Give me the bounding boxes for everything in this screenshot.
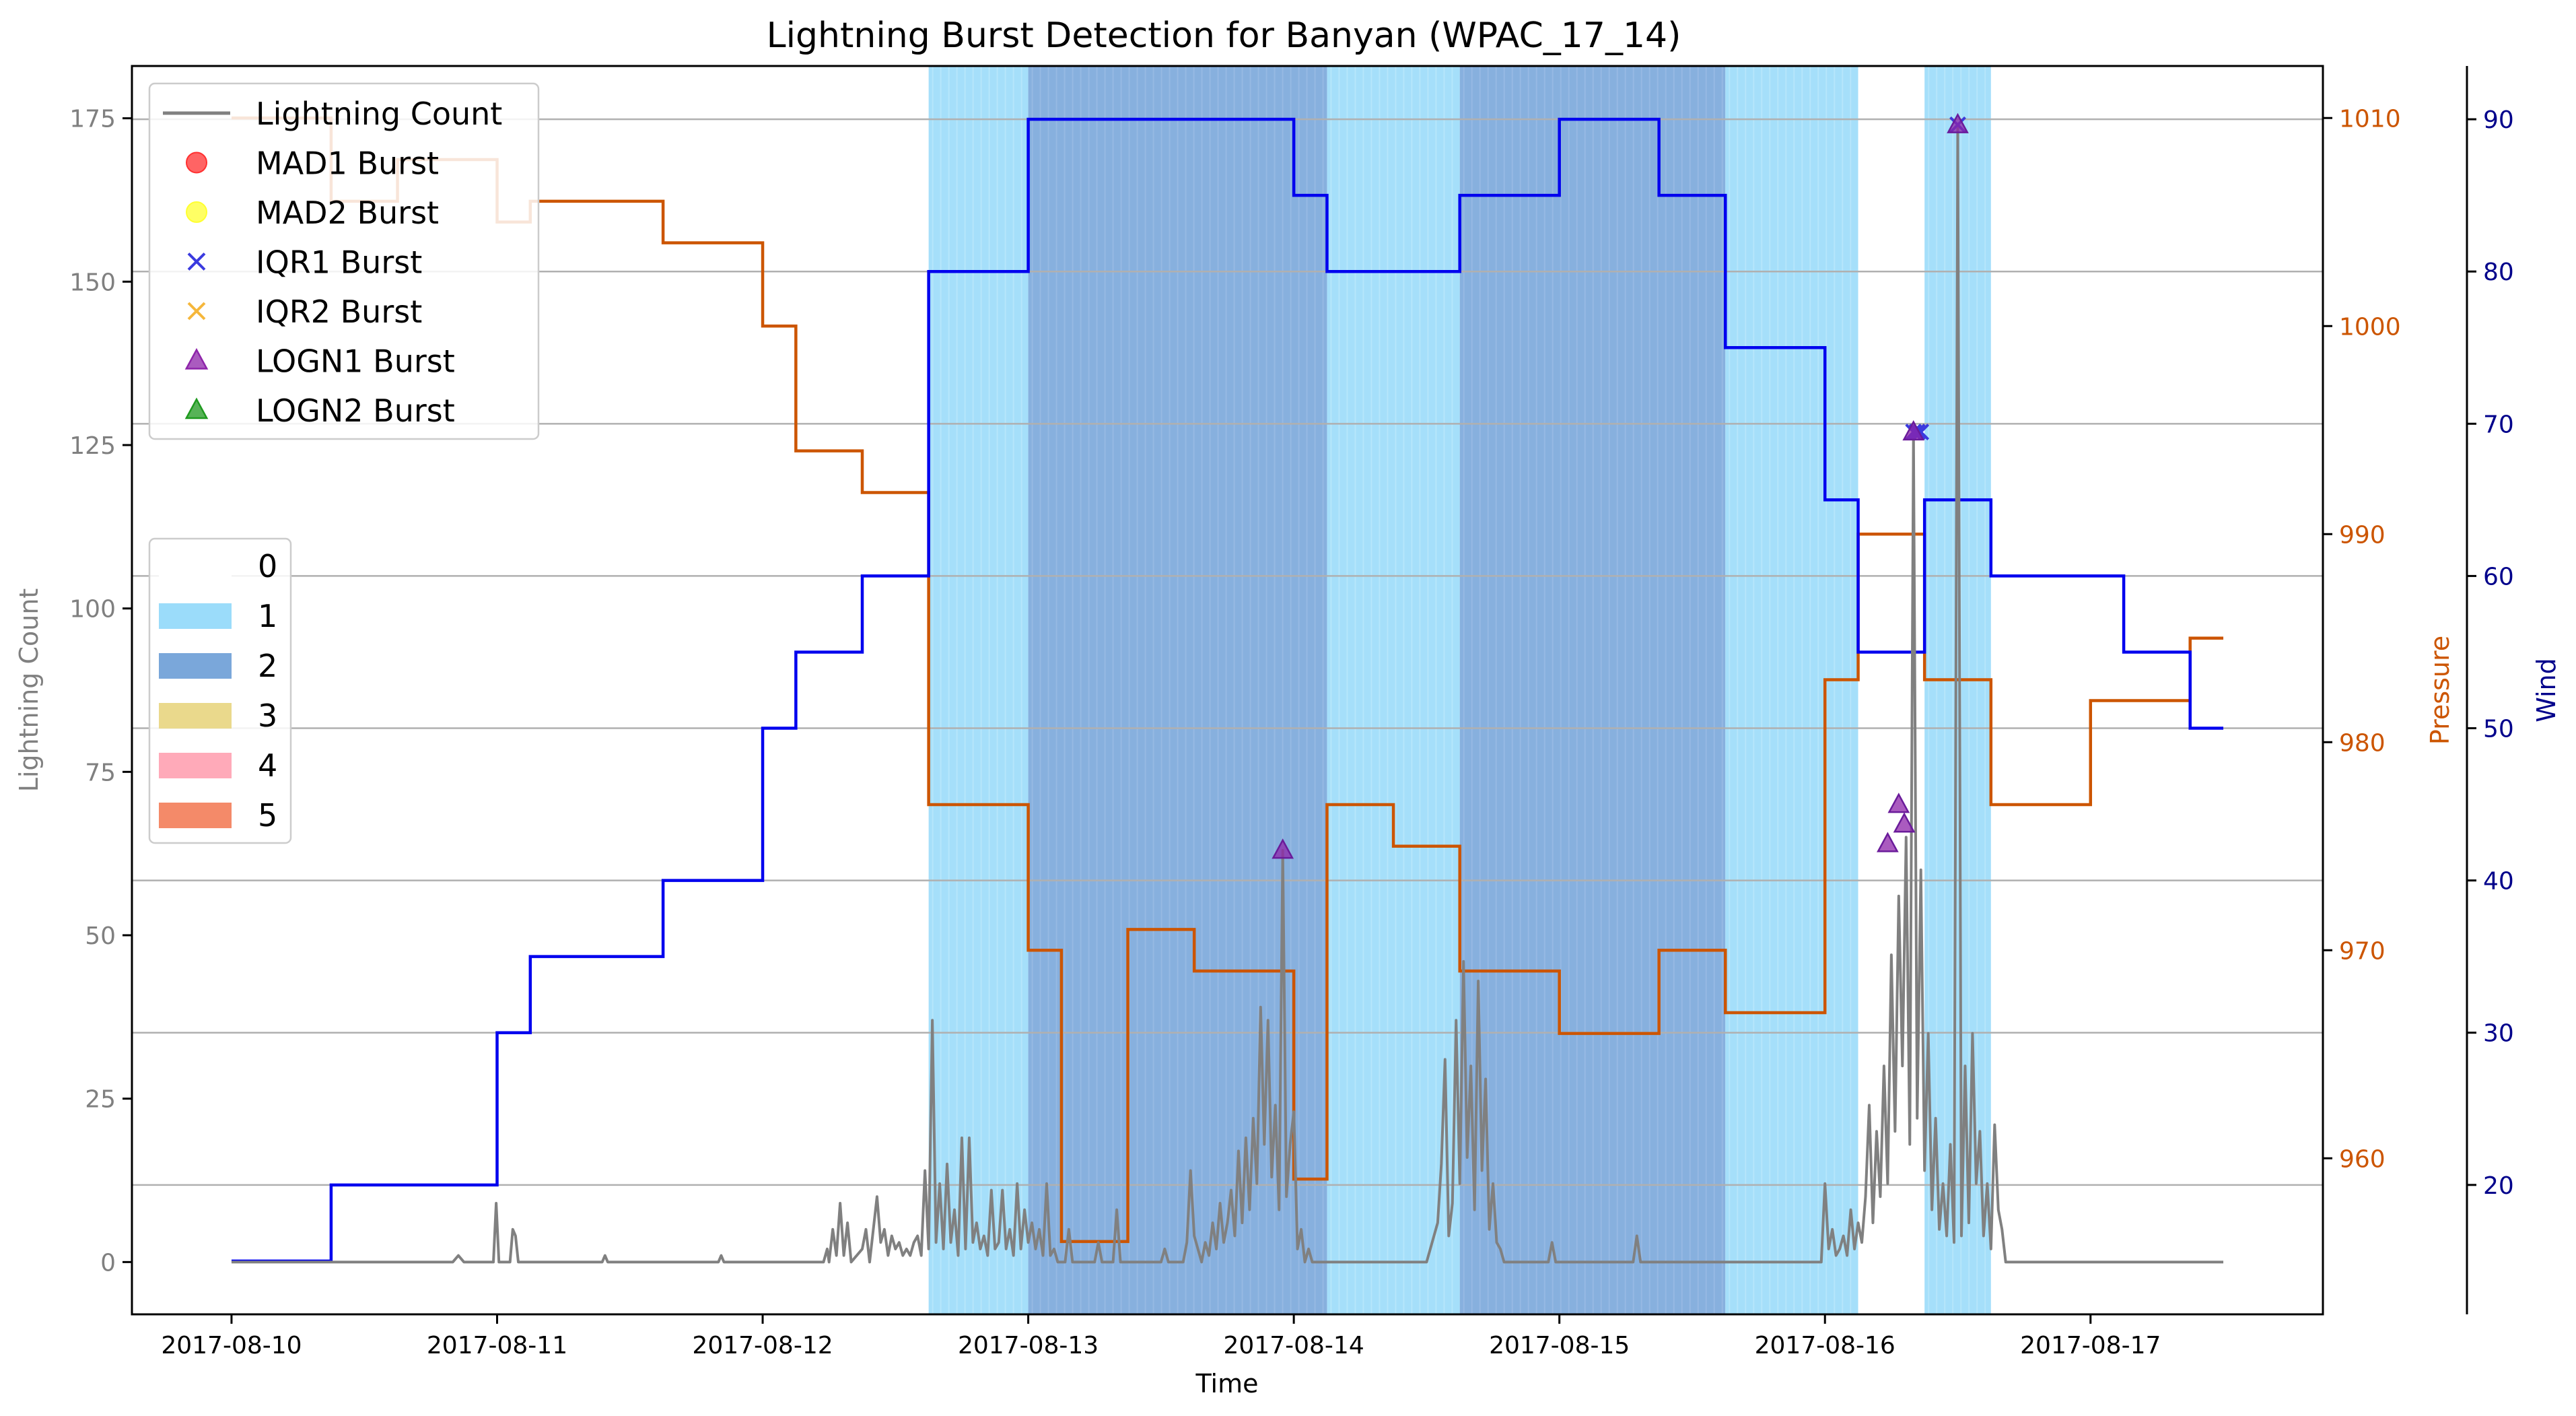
- wind-line: [231, 117, 2224, 1263]
- legend-category-label: 5: [258, 797, 277, 834]
- legend-swatch: [184, 347, 209, 370]
- legend-label: MAD2 Burst: [256, 195, 439, 231]
- legend-bursts: Lightning Count MAD1 Burst MAD2 Burst IQR1 …: [148, 82, 540, 440]
- legend-category-swatch: [159, 653, 232, 679]
- pressure-tick-label: 960: [2339, 1145, 2386, 1173]
- x-tick-label: 2017-08-17: [2020, 1332, 2161, 1359]
- legend-label: MAD1 Burst: [256, 145, 439, 182]
- count-tick-label: 0: [100, 1249, 116, 1277]
- count-tick-label: 25: [85, 1086, 116, 1114]
- legend-category-swatch: [159, 703, 232, 729]
- legend-category-label: 4: [258, 747, 277, 784]
- legend-categories: 0 1 2 3 4 5: [148, 537, 292, 844]
- logn1-marker-3: [1893, 812, 1916, 833]
- legend-category-label: 1: [258, 598, 277, 634]
- count-tick-label: 75: [85, 759, 116, 786]
- y-axis-label-wind: Wind: [2532, 658, 2561, 722]
- legend-category-label: 3: [258, 698, 277, 734]
- x-tick-label: 2017-08-11: [427, 1332, 567, 1359]
- x-stroke: [187, 252, 206, 271]
- count-tick-label: 125: [69, 432, 116, 460]
- x-tick-label: 2017-08-16: [1755, 1332, 1895, 1359]
- legend-bursts-frame: [148, 82, 540, 440]
- x-stroke: [187, 302, 206, 321]
- logn1-marker-2: [1887, 793, 1910, 813]
- legend-swatch: [186, 201, 207, 223]
- y-axis-label-count: Lightning Count: [14, 588, 44, 793]
- lightning-count-line: [231, 123, 2224, 1264]
- wind-tick-label: 50: [2483, 716, 2514, 743]
- legend-label: LOGN2 Burst: [256, 393, 455, 429]
- count-tick-label: 50: [85, 922, 116, 950]
- legend-label: IQR2 Burst: [256, 294, 422, 330]
- wind-tick-label: 40: [2483, 868, 2514, 896]
- plot-frame: [131, 65, 2324, 1316]
- series-lines: [231, 116, 2224, 1264]
- logn1-marker-4: [1902, 419, 1925, 441]
- legend-category-label: 0: [258, 548, 277, 584]
- logn1-marker-5: [1947, 112, 1969, 133]
- legend-category-swatch: [159, 803, 232, 828]
- x-tick-label: 2017-08-10: [161, 1332, 302, 1359]
- category-span-4: [1725, 66, 1858, 1314]
- x-tick-label: 2017-08-15: [1489, 1332, 1630, 1359]
- pressure-tick-label: 990: [2339, 521, 2386, 549]
- logn1-marker-0: [1272, 838, 1294, 859]
- legend-label: IQR1 Burst: [256, 244, 422, 281]
- pressure-tick-label: 980: [2339, 729, 2386, 757]
- legend-swatch: [184, 397, 209, 419]
- category-span-0: [928, 66, 1029, 1314]
- count-tick-label: 175: [69, 106, 116, 133]
- logn1-marker-1: [1877, 832, 1899, 852]
- wind-tick-label: 60: [2483, 563, 2514, 591]
- legend-swatch: [187, 252, 206, 271]
- legend-category-swatch: [159, 753, 232, 778]
- pressure-tick-label: 1000: [2339, 313, 2401, 341]
- legend-swatch: [186, 151, 207, 174]
- wind-tick-label: 90: [2483, 106, 2514, 134]
- chart-title: Lightning Burst Detection for Banyan (WP…: [767, 15, 1681, 56]
- x-tick-label: 2017-08-13: [958, 1332, 1099, 1359]
- legend-category-label: 2: [258, 648, 277, 684]
- x-tick-label: 2017-08-14: [1224, 1332, 1364, 1359]
- category-spans: [928, 66, 1991, 1314]
- axes: 0255075100125150175960970980990100010102…: [69, 66, 2514, 1359]
- count-tick-label: 100: [69, 596, 116, 623]
- y-axis-label-pressure: Pressure: [2425, 636, 2455, 745]
- pressure-line: [231, 116, 2224, 1244]
- pressure-tick-label: 970: [2339, 937, 2386, 965]
- legend-label: LOGN1 Burst: [256, 343, 455, 380]
- x-tick-label: 2017-08-12: [692, 1332, 833, 1359]
- wind-tick-label: 30: [2483, 1020, 2514, 1048]
- pressure-tick-label: 1010: [2339, 105, 2401, 133]
- legend-label: Lightning Count: [256, 96, 502, 132]
- wind-tick-label: 80: [2483, 259, 2514, 286]
- category-span-2: [1327, 66, 1460, 1314]
- burst-markers: [1272, 112, 1969, 859]
- legend-swatch: [187, 302, 206, 321]
- legend-category-swatch: [159, 603, 232, 629]
- legend-category-swatch: [159, 553, 232, 579]
- count-tick-label: 150: [69, 269, 116, 296]
- x-axis-label: Time: [1195, 1369, 1259, 1398]
- wind-tick-label: 20: [2483, 1172, 2514, 1200]
- wind-tick-label: 70: [2483, 411, 2514, 438]
